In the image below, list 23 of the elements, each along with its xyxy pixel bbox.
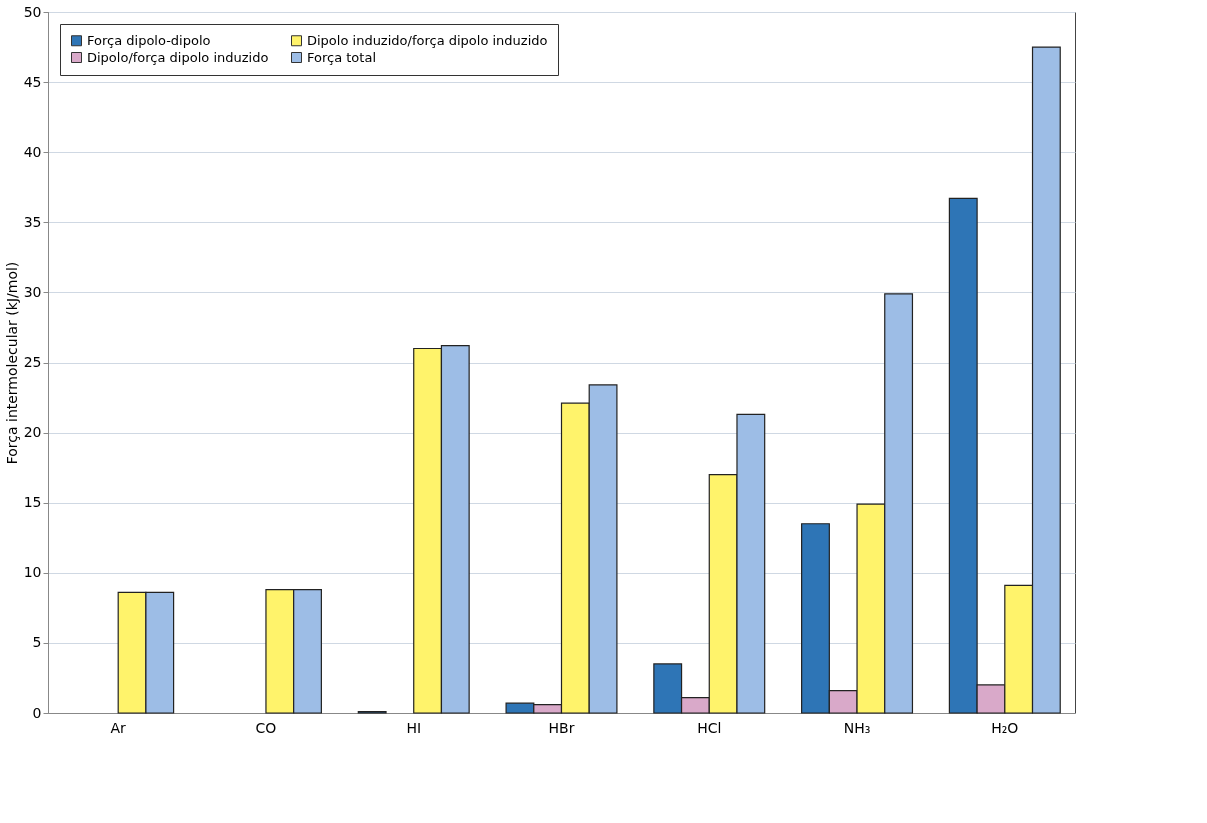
x-tick-label: HI	[406, 719, 422, 736]
x-tick-label: HCl	[697, 719, 722, 736]
y-tick-label: 5	[32, 634, 42, 651]
legend-label: Força total	[307, 49, 376, 65]
y-tick-label: 50	[23, 3, 42, 20]
y-tick-label: 0	[32, 704, 42, 721]
y-tick-label: 15	[23, 494, 42, 511]
x-tick-label: NH₃	[843, 719, 871, 736]
y-tick-label: 45	[23, 73, 42, 90]
y-tick-label: 35	[23, 213, 42, 230]
y-axis-title: Força intermolecular (kJ/mol)	[3, 261, 20, 465]
legend-label: Força dipolo-dipolo	[87, 32, 211, 48]
legend-label: Dipolo/força dipolo induzido	[87, 49, 269, 65]
y-tick-label: 10	[23, 564, 42, 581]
x-tick-label: HBr	[548, 719, 575, 736]
y-tick-label: 40	[23, 143, 42, 160]
x-tick-label: CO	[255, 719, 277, 736]
x-tick-label: H₂O	[991, 719, 1019, 736]
x-tick-label: Ar	[110, 719, 127, 736]
legend-label: Dipolo induzido/força dipolo induzido	[307, 32, 548, 48]
y-tick-label: 25	[23, 354, 42, 370]
y-tick-label: 30	[23, 283, 42, 300]
y-tick-label: 20	[23, 424, 42, 441]
